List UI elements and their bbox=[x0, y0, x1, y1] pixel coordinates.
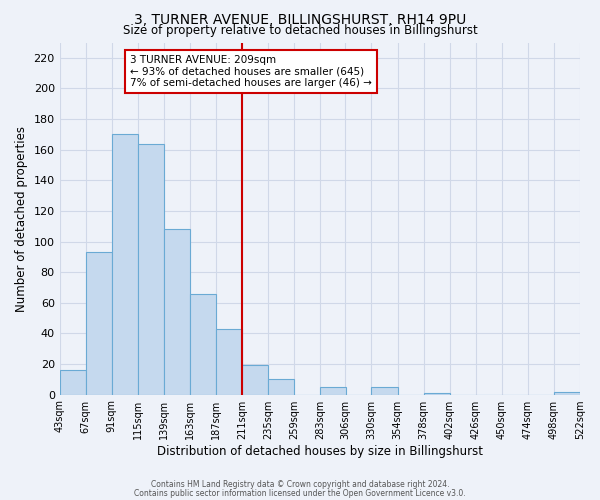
Bar bbox=[268, 380, 295, 394]
Bar bbox=[59, 370, 86, 394]
Bar bbox=[138, 144, 164, 394]
Text: 3 TURNER AVENUE: 209sqm
← 93% of detached houses are smaller (645)
7% of semi-de: 3 TURNER AVENUE: 209sqm ← 93% of detache… bbox=[130, 55, 372, 88]
Bar bbox=[112, 134, 138, 394]
Bar bbox=[242, 366, 268, 394]
Bar bbox=[86, 252, 112, 394]
Text: 3, TURNER AVENUE, BILLINGSHURST, RH14 9PU: 3, TURNER AVENUE, BILLINGSHURST, RH14 9P… bbox=[134, 12, 466, 26]
Bar bbox=[554, 392, 580, 394]
Text: Contains HM Land Registry data © Crown copyright and database right 2024.: Contains HM Land Registry data © Crown c… bbox=[151, 480, 449, 489]
Bar bbox=[424, 393, 449, 394]
X-axis label: Distribution of detached houses by size in Billingshurst: Distribution of detached houses by size … bbox=[157, 444, 483, 458]
Bar bbox=[190, 294, 216, 394]
Bar bbox=[371, 387, 398, 394]
Bar bbox=[164, 230, 190, 394]
Text: Size of property relative to detached houses in Billingshurst: Size of property relative to detached ho… bbox=[122, 24, 478, 37]
Text: Contains public sector information licensed under the Open Government Licence v3: Contains public sector information licen… bbox=[134, 488, 466, 498]
Bar bbox=[216, 329, 242, 394]
Bar bbox=[320, 387, 346, 394]
Y-axis label: Number of detached properties: Number of detached properties bbox=[15, 126, 28, 312]
